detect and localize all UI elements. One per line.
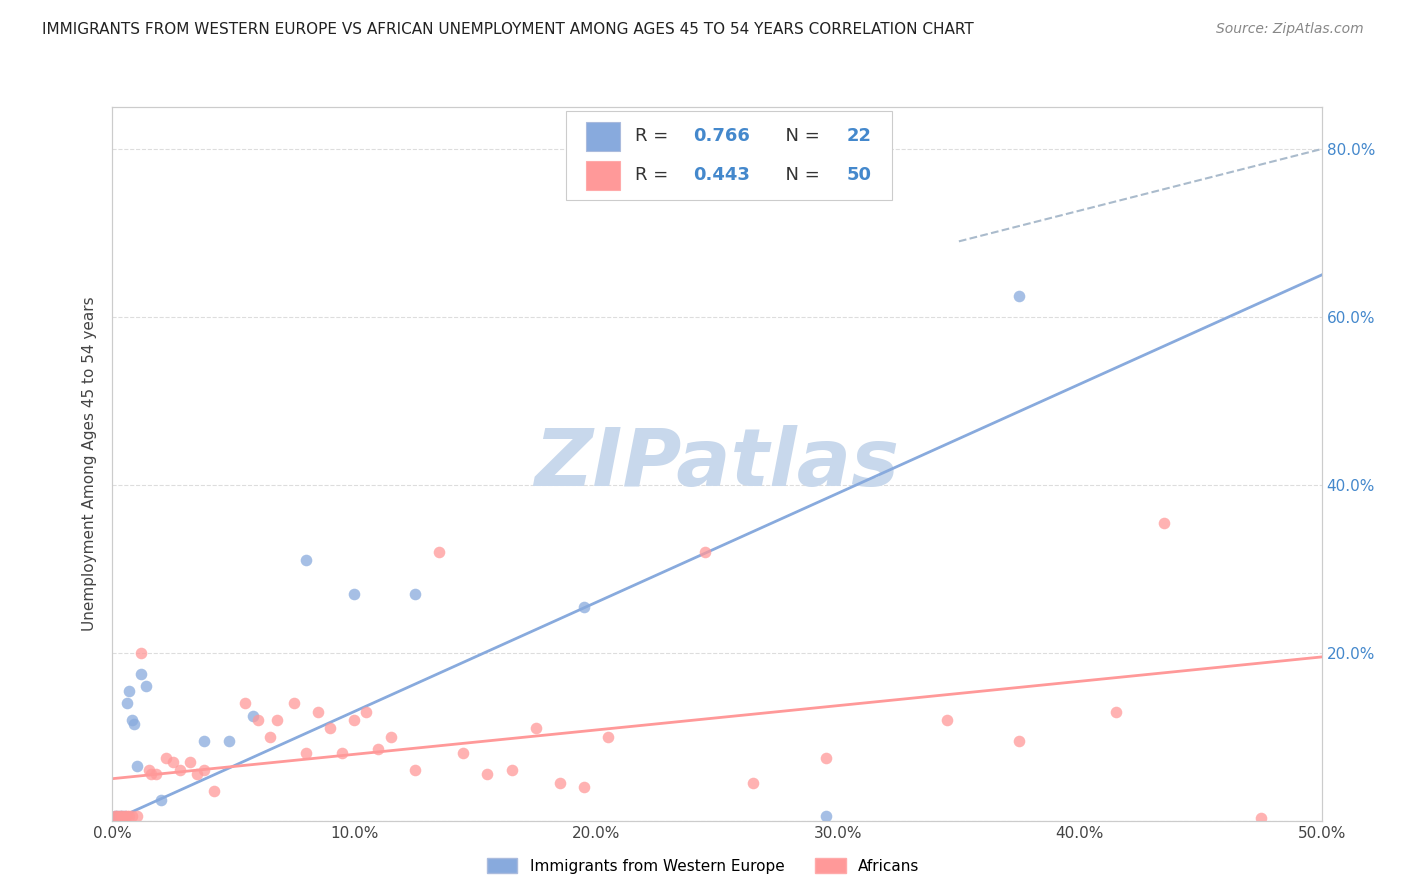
Point: [356, 705, 378, 719]
Text: 22: 22: [846, 128, 872, 145]
Point: [404, 764, 426, 778]
Point: [451, 747, 474, 761]
Point: [131, 646, 153, 660]
Point: [138, 764, 160, 778]
Point: [742, 776, 765, 790]
Point: [162, 755, 184, 769]
Point: [118, 809, 141, 823]
Point: [155, 750, 177, 764]
Point: [115, 809, 138, 823]
Point: [104, 809, 127, 823]
Point: [135, 679, 157, 693]
Point: [295, 747, 318, 761]
Point: [218, 734, 240, 748]
Point: [295, 553, 318, 567]
Point: [259, 730, 281, 744]
Point: [105, 809, 128, 823]
Point: [193, 734, 215, 748]
FancyBboxPatch shape: [565, 111, 893, 200]
Text: 0.443: 0.443: [693, 166, 749, 184]
Point: [179, 755, 201, 769]
Point: [1105, 705, 1128, 719]
Point: [121, 713, 143, 727]
Point: [114, 809, 136, 823]
Point: [242, 708, 264, 723]
Point: [1153, 516, 1175, 530]
Point: [1250, 811, 1272, 825]
Point: [169, 764, 191, 778]
Point: [330, 747, 353, 761]
Point: [572, 599, 595, 614]
Point: [343, 713, 366, 727]
Point: [114, 809, 136, 823]
Point: [501, 764, 523, 778]
Point: [319, 721, 342, 735]
Text: 50: 50: [846, 166, 872, 184]
Point: [202, 784, 225, 798]
Point: [125, 759, 148, 773]
Point: [598, 730, 620, 744]
Point: [145, 767, 167, 781]
Text: R =: R =: [636, 128, 673, 145]
Point: [935, 713, 957, 727]
Point: [548, 776, 571, 790]
Point: [814, 809, 837, 823]
Point: [283, 696, 305, 710]
Point: [380, 730, 402, 744]
Text: ZIPatlas: ZIPatlas: [534, 425, 900, 503]
Text: R =: R =: [636, 166, 673, 184]
Y-axis label: Unemployment Among Ages 45 to 54 years: Unemployment Among Ages 45 to 54 years: [82, 296, 97, 632]
Point: [131, 666, 153, 681]
Point: [108, 809, 131, 823]
Text: N =: N =: [773, 128, 825, 145]
Point: [122, 717, 145, 731]
Point: [343, 587, 366, 601]
Point: [125, 809, 148, 823]
Point: [1008, 289, 1031, 303]
Point: [111, 809, 134, 823]
Point: [115, 696, 138, 710]
Text: IMMIGRANTS FROM WESTERN EUROPE VS AFRICAN UNEMPLOYMENT AMONG AGES 45 TO 54 YEARS: IMMIGRANTS FROM WESTERN EUROPE VS AFRICA…: [42, 22, 974, 37]
Point: [186, 767, 208, 781]
Point: [104, 809, 127, 823]
FancyBboxPatch shape: [586, 161, 620, 190]
Point: [118, 683, 141, 698]
Point: [149, 792, 172, 806]
Point: [572, 780, 595, 794]
Point: [477, 767, 499, 781]
Legend: Immigrants from Western Europe, Africans: Immigrants from Western Europe, Africans: [481, 852, 925, 880]
Point: [121, 809, 143, 823]
Point: [105, 809, 128, 823]
Point: [307, 705, 329, 719]
FancyBboxPatch shape: [586, 122, 620, 151]
Point: [108, 809, 131, 823]
Point: [235, 696, 257, 710]
Point: [141, 767, 163, 781]
Text: Source: ZipAtlas.com: Source: ZipAtlas.com: [1216, 22, 1364, 37]
Point: [111, 809, 134, 823]
Text: N =: N =: [773, 166, 825, 184]
Text: 0.766: 0.766: [693, 128, 749, 145]
Point: [266, 713, 288, 727]
Point: [193, 764, 215, 778]
Point: [693, 545, 716, 559]
Point: [367, 742, 389, 756]
Point: [404, 587, 426, 601]
Point: [524, 721, 547, 735]
Point: [814, 750, 837, 764]
Point: [246, 713, 269, 727]
Point: [1008, 734, 1031, 748]
Point: [427, 545, 450, 559]
